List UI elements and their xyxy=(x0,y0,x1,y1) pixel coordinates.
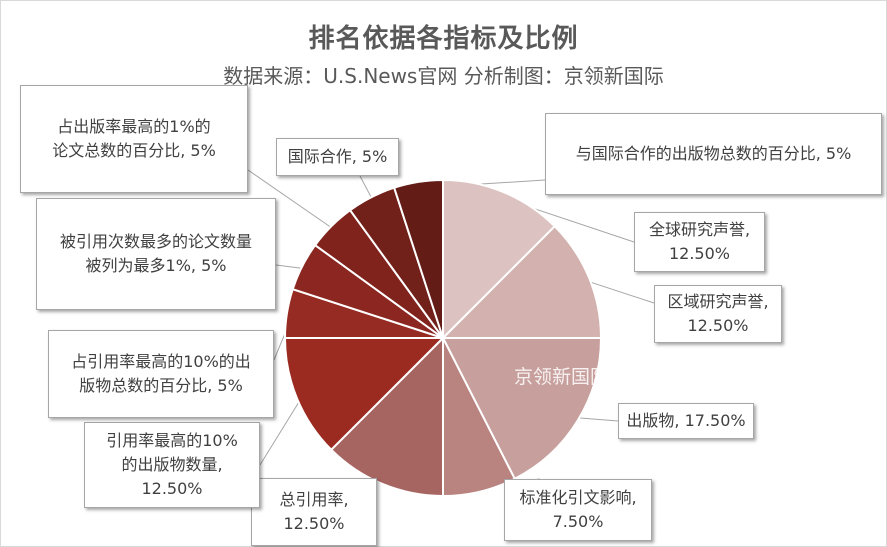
data-label: 总引用率, 12.50% xyxy=(251,478,377,546)
data-label-line: 引用率最高的10% xyxy=(106,431,238,450)
data-label: 区域研究声誉, 12.50% xyxy=(654,285,782,343)
data-label: 与国际合作的出版物总数的百分比, 5% xyxy=(545,113,882,195)
data-label-line: 占引用率最高的10%的出 xyxy=(71,352,251,371)
data-label-line: 与国际合作的出版物总数的百分比, 5% xyxy=(575,144,852,163)
watermark: 京领新国际 Kinglead01 xyxy=(514,366,722,388)
data-label-line: 版物总数的百分比, 5% xyxy=(79,376,243,395)
data-label-line: 标准化引文影响, xyxy=(519,488,637,507)
data-label-line: 7.50% xyxy=(552,512,604,531)
chart-subtitle: 数据来源：U.S.News官网 分析制图：京领新国际 xyxy=(223,64,664,88)
data-label-line: 12.50% xyxy=(141,479,203,498)
data-label: 被引用次数最多的论文数量 被列为最多1%, 5% xyxy=(36,198,276,310)
data-label-line: 国际合作, 5% xyxy=(287,147,388,166)
data-label-line: 论文总数的百分比, 5% xyxy=(52,141,216,160)
data-label: 引用率最高的10% 的出版物数量, 12.50% xyxy=(84,422,260,508)
data-label: 占引用率最高的10%的出 版物总数的百分比, 5% xyxy=(48,330,274,418)
leader-line xyxy=(247,169,336,231)
data-label: 占出版率最高的1%的 论文总数的百分比, 5% xyxy=(20,85,248,193)
data-label-line: 12.50% xyxy=(687,316,749,335)
pie-slice xyxy=(442,178,557,341)
data-label-line: 全球研究声誉, xyxy=(648,220,751,239)
pie-slice xyxy=(283,337,446,452)
data-label-line: 区域研究声誉, xyxy=(667,292,769,311)
data-label-line: 12.50% xyxy=(283,514,345,533)
data-label-line: 被列为最多1%, 5% xyxy=(85,256,227,275)
pie-slice xyxy=(440,224,603,339)
data-label-line: 12.50% xyxy=(668,244,730,263)
pie-slice xyxy=(441,337,603,481)
data-label: 全球研究声誉, 12.50% xyxy=(634,212,765,272)
data-label: 出版物, 17.50% xyxy=(618,403,754,439)
pie-slice xyxy=(392,178,444,339)
data-label: 国际合作, 5% xyxy=(276,138,399,176)
chart-title: 排名依据各指标及比例 xyxy=(308,24,579,54)
data-label: 标准化引文影响, 7.50% xyxy=(504,479,652,541)
data-label-line: 总引用率, xyxy=(279,490,349,509)
leader-line xyxy=(583,279,655,304)
data-label-line: 的出版物数量, xyxy=(121,455,223,474)
leader-line xyxy=(259,395,303,466)
pie-slice xyxy=(329,335,444,498)
data-label-line: 出版物, 17.50% xyxy=(626,411,746,430)
data-label-line: 占出版率最高的1%的 xyxy=(57,117,211,136)
data-label-line: 被引用次数最多的论文数量 xyxy=(59,232,252,251)
